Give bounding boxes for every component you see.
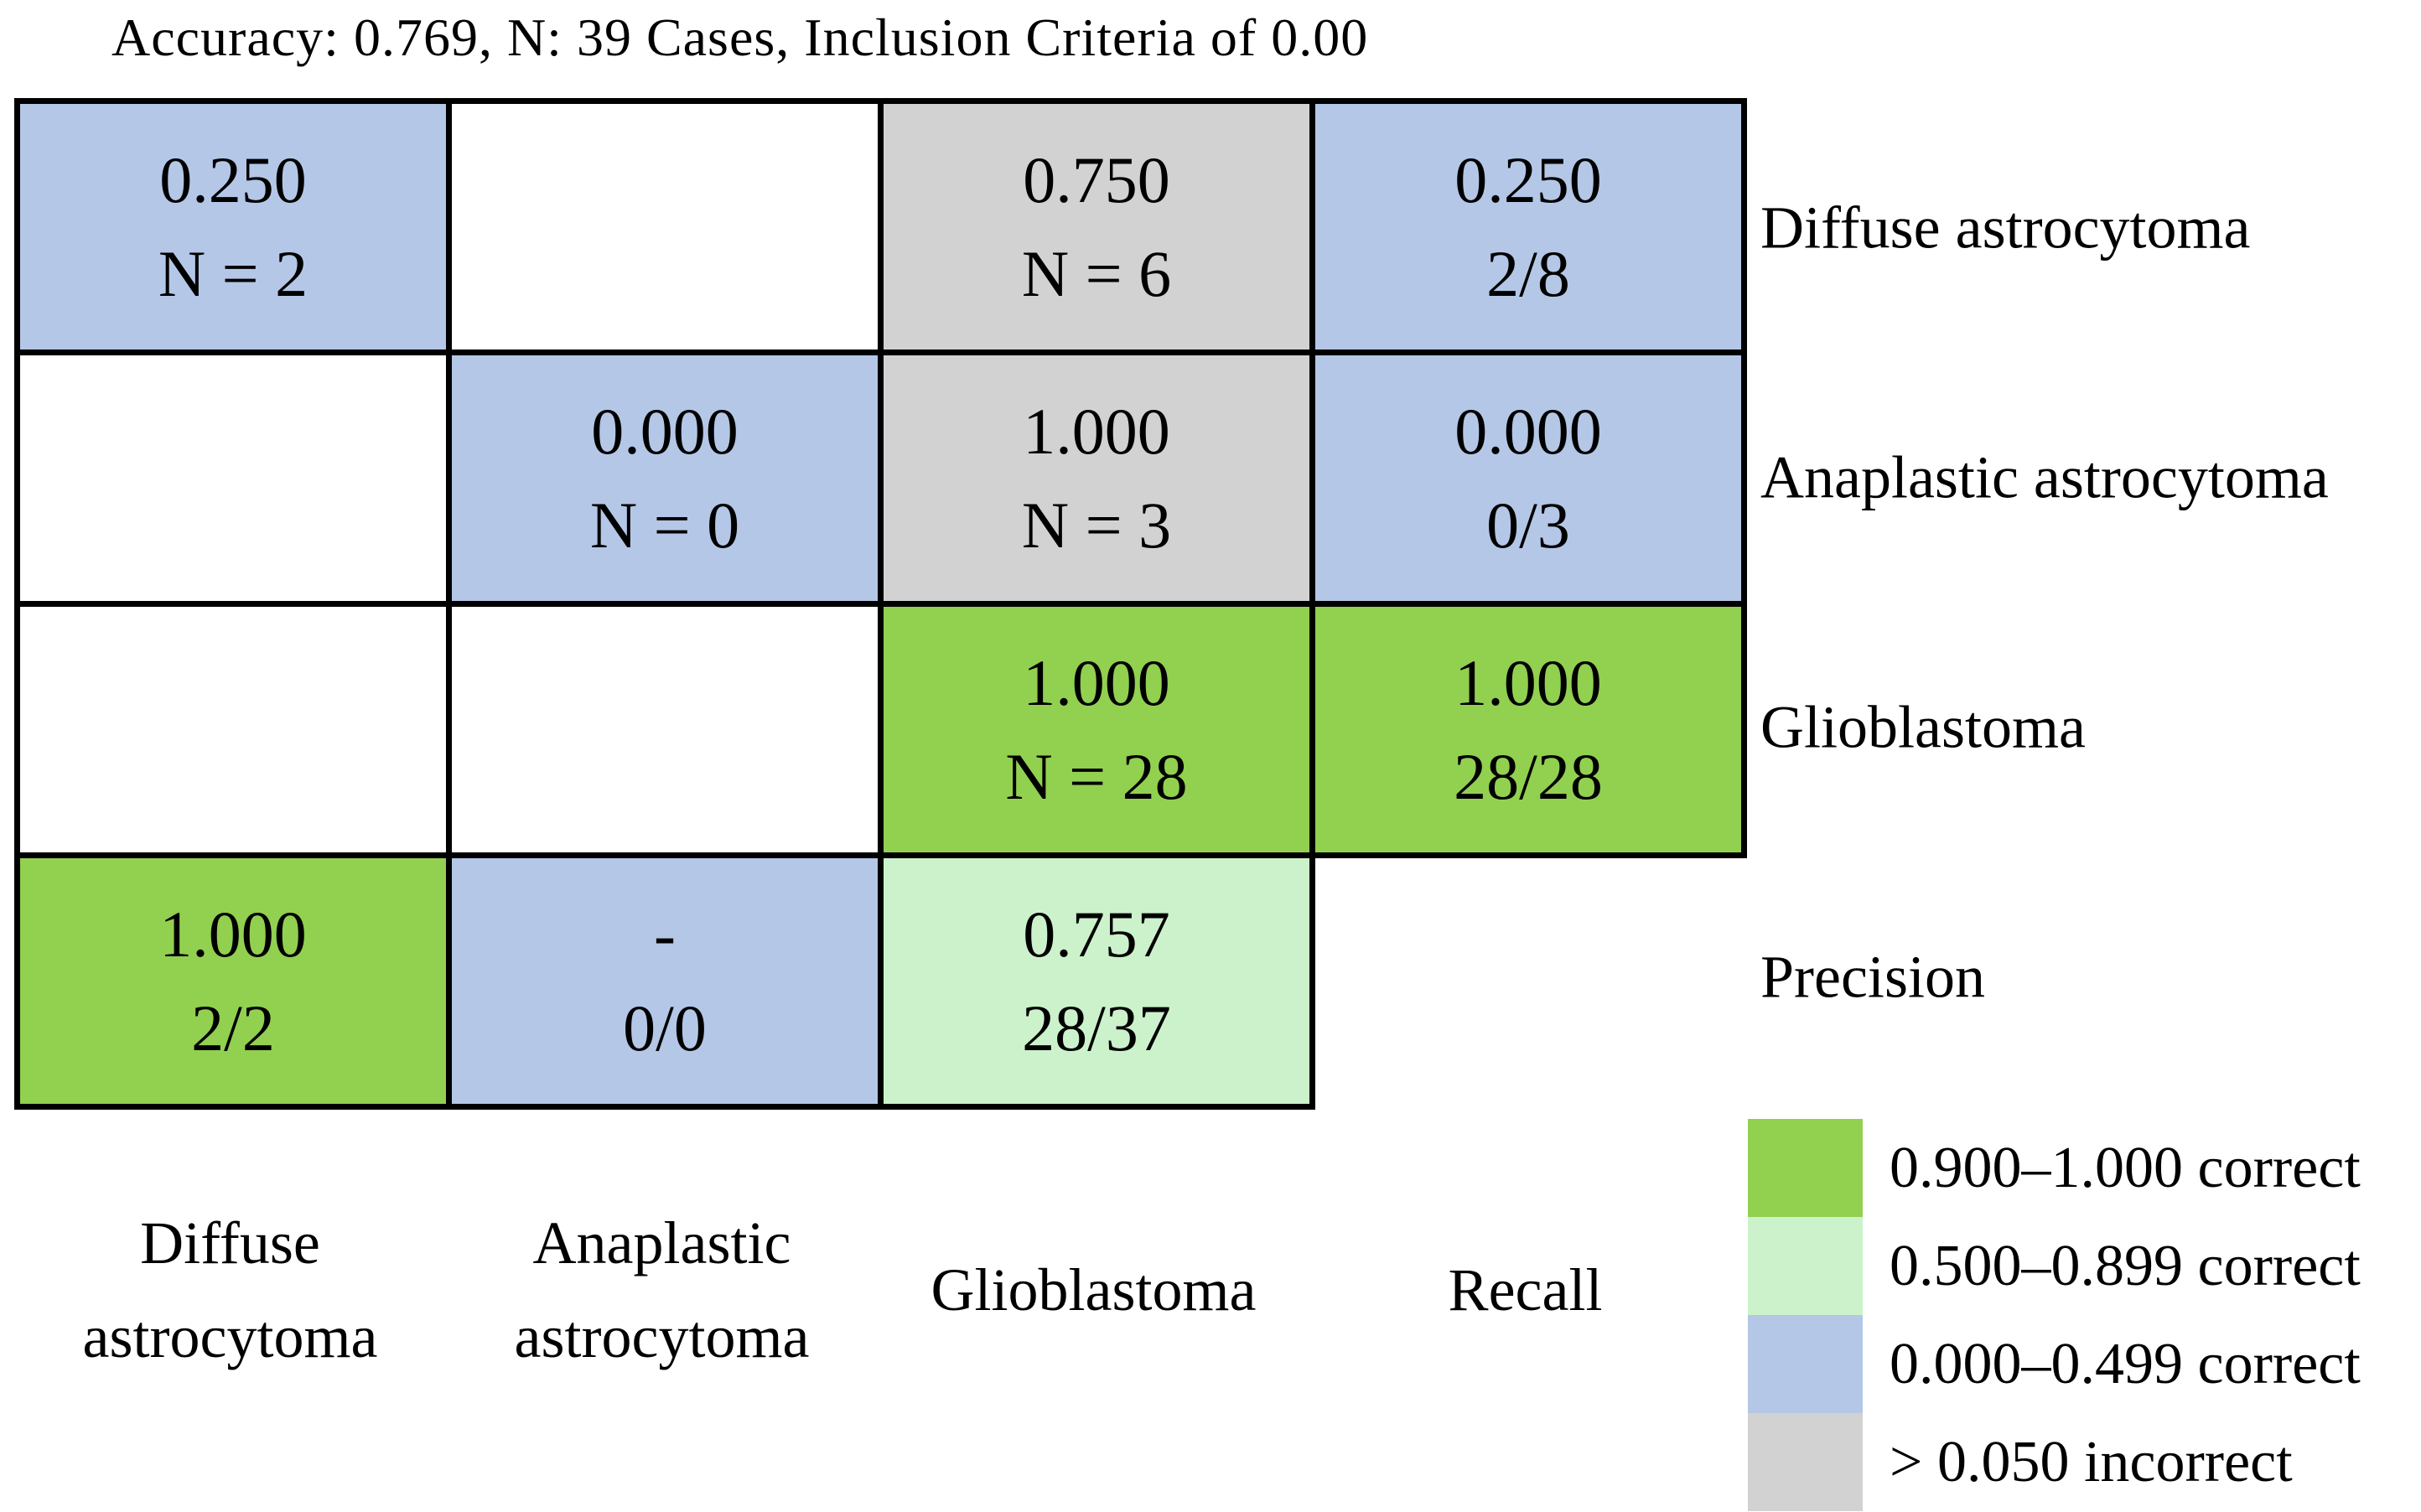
legend-item-incorrect: > 0.050 incorrect (1748, 1413, 2361, 1511)
matrix-cell-r3c1 (14, 601, 452, 858)
legend-item-high-correct: 0.900–1.000 correct (1748, 1119, 2361, 1217)
legend-item-mid-correct: 0.500–0.899 correct (1748, 1217, 2361, 1315)
cell-value: 1.000 (1023, 394, 1170, 468)
matrix-row-anaplastic-astrocytoma: 0.000 N = 0 1.000 N = 3 0.000 0/3 (14, 350, 1747, 607)
cell-value: 1.000 (159, 897, 307, 971)
cell-subvalue: N = 0 (589, 488, 740, 562)
legend-label: 0.900–1.000 correct (1890, 1135, 2361, 1200)
matrix-cell-r1c1: 0.250 N = 2 (14, 98, 452, 355)
cell-value: 0.250 (159, 142, 307, 216)
legend-swatch-light-green (1748, 1217, 1863, 1315)
col-label-glioblastoma: Glioblastoma (931, 1256, 1257, 1324)
confusion-matrix-table: 0.250 N = 2 0.750 N = 6 0.250 2/8 0.000 N = … (14, 98, 1747, 1110)
matrix-cell-r4c3-precision: 0.757 28/37 (878, 852, 1315, 1110)
matrix-cell-r2c2: 0.000 N = 0 (446, 350, 884, 607)
cell-value: 0.750 (1023, 142, 1170, 216)
matrix-cell-r4c1-precision: 1.000 2/2 (14, 852, 452, 1110)
legend-label: 0.000–0.499 correct (1890, 1331, 2361, 1396)
matrix-row-precision: 1.000 2/2 - 0/0 0.757 28/37 (14, 852, 1744, 1110)
cell-value: 0.757 (1023, 897, 1170, 971)
matrix-cell-r4c4-empty (1312, 855, 1744, 1107)
cell-subvalue: 0/3 (1486, 488, 1570, 562)
cell-subvalue: 0/0 (623, 991, 707, 1064)
legend-swatch-green (1748, 1119, 1863, 1217)
cell-value: 0.000 (1454, 394, 1602, 468)
color-legend: 0.900–1.000 correct 0.500–0.899 correct … (1748, 1119, 2361, 1511)
row-label-anaplastic-astrocytoma: Anaplastic astrocytoma (1760, 443, 2329, 511)
cell-value: 0.250 (1454, 142, 1602, 216)
matrix-cell-r4c2-precision: - 0/0 (446, 852, 884, 1110)
legend-label: > 0.050 incorrect (1890, 1429, 2293, 1494)
legend-label: 0.500–0.899 correct (1890, 1233, 2361, 1298)
matrix-row-glioblastoma: 1.000 N = 28 1.000 28/28 (14, 601, 1747, 858)
legend-item-low-correct: 0.000–0.499 correct (1748, 1315, 2361, 1413)
matrix-cell-r1c3: 0.750 N = 6 (878, 98, 1315, 355)
cell-value: - (654, 897, 676, 971)
row-label-glioblastoma: Glioblastoma (1760, 693, 2086, 761)
cell-subvalue: N = 28 (1005, 739, 1188, 813)
cell-subvalue: N = 2 (158, 236, 308, 310)
cell-value: 1.000 (1023, 645, 1170, 719)
matrix-cell-r2c4-recall: 0.000 0/3 (1309, 350, 1747, 607)
cell-subvalue: N = 6 (1021, 236, 1172, 310)
matrix-cell-r3c4-recall: 1.000 28/28 (1309, 601, 1747, 858)
legend-swatch-gray (1748, 1413, 1863, 1511)
row-label-diffuse-astrocytoma: Diffuse astrocytoma (1760, 194, 2251, 261)
matrix-cell-r2c1 (14, 350, 452, 607)
matrix-cell-r2c3: 1.000 N = 3 (878, 350, 1315, 607)
col-label-diffuse-astrocytoma: Diffuse astrocytoma (82, 1209, 378, 1370)
row-label-precision: Precision (1760, 943, 1985, 1011)
cell-subvalue: 2/2 (191, 991, 275, 1064)
figure-title: Accuracy: 0.769, N: 39 Cases, Inclusion … (111, 8, 1369, 67)
cell-subvalue: 28/37 (1022, 991, 1171, 1064)
matrix-cell-r1c4-recall: 0.250 2/8 (1309, 98, 1747, 355)
legend-swatch-blue (1748, 1315, 1863, 1413)
cell-value: 0.000 (591, 394, 739, 468)
col-label-recall: Recall (1448, 1256, 1603, 1324)
matrix-cell-r3c2 (446, 601, 884, 858)
matrix-cell-r1c2 (446, 98, 884, 355)
matrix-row-diffuse-astrocytoma: 0.250 N = 2 0.750 N = 6 0.250 2/8 (14, 98, 1747, 355)
cell-value: 1.000 (1454, 645, 1602, 719)
col-label-anaplastic-astrocytoma: Anaplastic astrocytoma (514, 1209, 810, 1370)
cell-subvalue: 2/8 (1486, 236, 1570, 310)
matrix-cell-r3c3: 1.000 N = 28 (878, 601, 1315, 858)
cell-subvalue: 28/28 (1454, 739, 1603, 813)
cell-subvalue: N = 3 (1021, 488, 1172, 562)
column-labels: Diffuse astrocytoma Anaplastic astrocyto… (14, 1140, 1741, 1442)
